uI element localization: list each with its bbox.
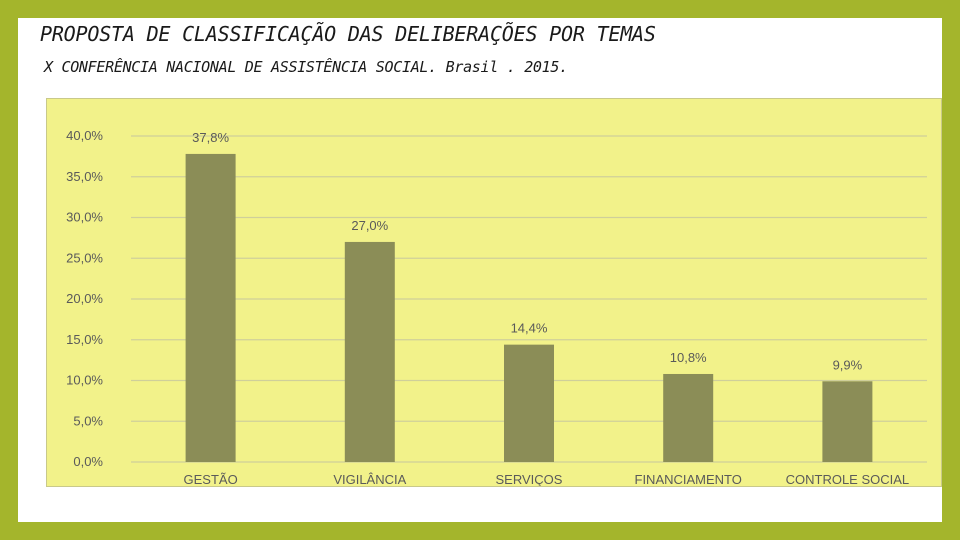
y-tick-label: 30,0% <box>66 210 103 225</box>
bar <box>822 381 873 462</box>
data-label: 37,8% <box>192 130 229 145</box>
y-tick-label: 10,0% <box>66 373 103 388</box>
bar <box>185 153 236 462</box>
page-subtitle: X CONFERÊNCIA NACIONAL DE ASSISTÊNCIA SO… <box>44 58 568 76</box>
page-title: PROPOSTA DE CLASSIFICAÇÃO DAS DELIBERAÇÕ… <box>40 22 656 46</box>
chart-container: 0,0% 5,0% 10,0% 15,0% 20,0% 25,0% 30,0% 35,0% 40… <box>46 98 942 487</box>
y-tick-label: 5,0% <box>73 413 103 428</box>
y-tick-label: 20,0% <box>66 291 103 306</box>
data-label: 14,4% <box>511 321 548 336</box>
y-tick-label: 15,0% <box>66 332 103 347</box>
y-tick-label: 35,0% <box>66 169 103 184</box>
slide: PROPOSTA DE CLASSIFICAÇÃO DAS DELIBERAÇÕ… <box>18 18 942 522</box>
y-tick-label: 40,0% <box>66 128 103 143</box>
data-label: 27,0% <box>351 218 388 233</box>
x-tick-label: CONTROLE SOCIAL <box>786 472 910 486</box>
x-tick-label: GESTÃO <box>184 472 238 486</box>
bar <box>663 373 714 462</box>
x-tick-label: VIGILÂNCIA <box>333 472 406 486</box>
y-tick-label: 25,0% <box>66 250 103 265</box>
data-label: 9,9% <box>833 357 863 372</box>
bar <box>344 241 395 462</box>
y-tick-label: 0,0% <box>73 454 103 469</box>
data-label: 10,8% <box>670 350 707 365</box>
x-tick-label: SERVIÇOS <box>496 472 563 486</box>
bar-chart: 0,0% 5,0% 10,0% 15,0% 20,0% 25,0% 30,0% 35,0% 40… <box>66 128 927 487</box>
bar <box>504 344 554 462</box>
x-tick-label: FINANCIAMENTO <box>635 472 742 486</box>
